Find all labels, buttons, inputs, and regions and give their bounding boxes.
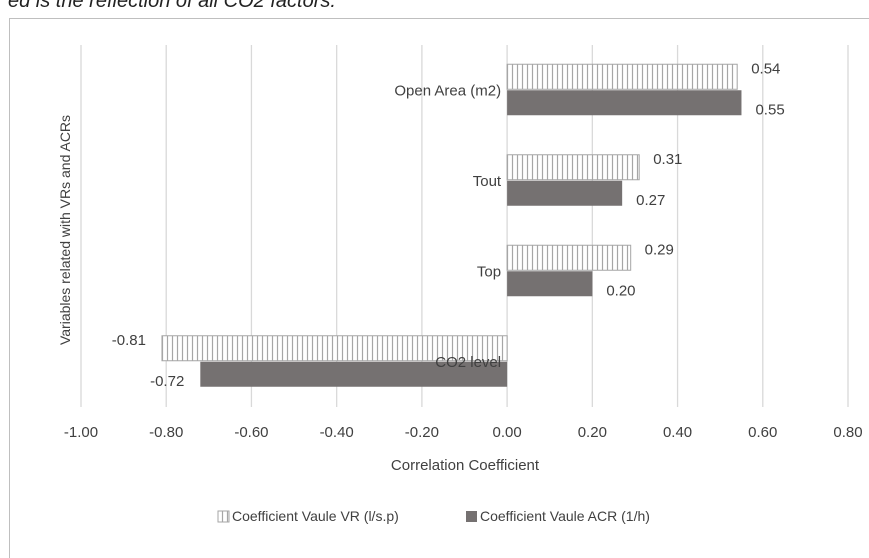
legend-swatch-vr bbox=[217, 510, 230, 523]
category-label: CO2 level bbox=[435, 354, 501, 371]
x-tick-label: 0.00 bbox=[493, 424, 522, 441]
category-label: Tout bbox=[473, 173, 502, 190]
x-tick-label: 0.20 bbox=[578, 424, 607, 441]
x-tick-label: -0.40 bbox=[320, 424, 354, 441]
category-label: Open Area (m2) bbox=[394, 82, 501, 99]
data-label: 0.55 bbox=[755, 101, 784, 118]
bar-acr bbox=[200, 361, 508, 387]
data-label: -0.72 bbox=[150, 373, 184, 390]
chart-frame bbox=[9, 18, 869, 558]
data-label: 0.27 bbox=[636, 192, 665, 209]
x-tick-label: 0.40 bbox=[663, 424, 692, 441]
bars bbox=[161, 63, 742, 387]
x-axis-title: Correlation Coefficient bbox=[391, 457, 540, 474]
x-tick-label: -0.60 bbox=[234, 424, 268, 441]
y-axis-title: Variables related with VRs and ACRs bbox=[57, 115, 73, 345]
legend-label-acr: Coefficient Vaule ACR (1/h) bbox=[480, 508, 650, 524]
bar-vr bbox=[161, 335, 508, 362]
data-label: 0.54 bbox=[751, 60, 780, 77]
legend-label-vr: Coefficient Vaule VR (l/s.p) bbox=[232, 508, 399, 524]
caption-fragment: ed is the reflection of all CO2 factors. bbox=[8, 0, 336, 12]
x-tick-label: 0.60 bbox=[748, 424, 777, 441]
data-label: -0.81 bbox=[112, 332, 146, 349]
labels: -1.00 -0.80 -0.60 -0.40 -0.20 0.00 0.20 0.40 0.6… bbox=[57, 60, 863, 524]
bar-acr bbox=[507, 180, 623, 206]
category-label: Top bbox=[477, 263, 501, 280]
bar-vr bbox=[506, 244, 632, 271]
x-tick-label: 0.80 bbox=[833, 424, 862, 441]
x-tick-label: -0.20 bbox=[405, 424, 439, 441]
data-label: 0.29 bbox=[645, 241, 674, 258]
bar-vr bbox=[506, 63, 738, 90]
data-label: 0.31 bbox=[653, 151, 682, 168]
bar-acr bbox=[507, 90, 742, 116]
x-tick-label: -1.00 bbox=[64, 424, 98, 441]
legend-swatch-acr bbox=[466, 511, 477, 522]
data-label: 0.20 bbox=[606, 282, 635, 299]
x-tick-label: -0.80 bbox=[149, 424, 183, 441]
bar-vr bbox=[506, 154, 640, 181]
bar-acr bbox=[507, 271, 593, 297]
